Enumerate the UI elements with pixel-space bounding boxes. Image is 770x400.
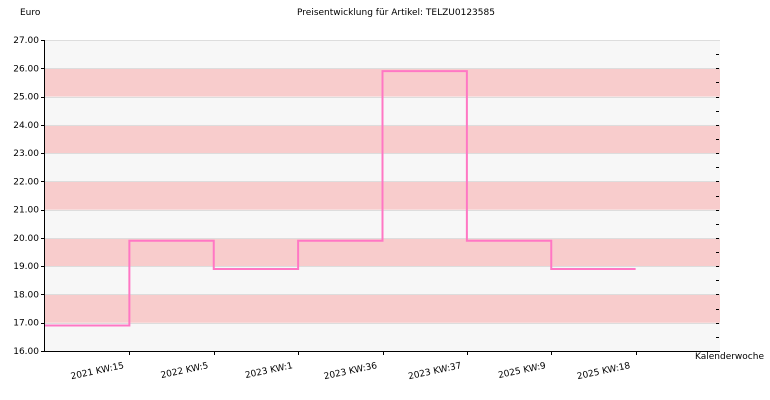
y-tick-label: 18.00 <box>13 290 39 300</box>
chart-title: Preisentwicklung für Artikel: TELZU01235… <box>297 8 495 18</box>
right-minor-ticks <box>716 54 719 338</box>
y-tick-label: 17.00 <box>13 319 39 329</box>
x-tick-labels: 2021 KW:15 2022 KW:5 2023 KW:1 2023 KW:36 20… <box>70 351 637 382</box>
x-tick-label: 2023 KW:1 <box>244 361 294 381</box>
y-tick-label: 24.00 <box>13 121 39 131</box>
y-tick-label: 21.00 <box>13 206 39 216</box>
y-tick-label: 22.00 <box>13 177 39 187</box>
y-tick-labels: 16.00 17.00 18.00 19.00 20.00 21.00 22.00 23.00… <box>13 36 45 357</box>
x-axis-label: Kalenderwoche <box>695 352 764 362</box>
x-tick-label: 2021 KW:15 <box>70 361 125 382</box>
x-tick-label: 2025 KW:18 <box>576 361 631 382</box>
y-tick-label: 16.00 <box>13 347 39 357</box>
x-tick-label: 2025 KW:9 <box>497 361 547 381</box>
band-26 <box>45 40 720 69</box>
y-tick-label: 26.00 <box>13 64 39 74</box>
price-series-line <box>45 70 636 327</box>
axes <box>44 40 720 352</box>
y-tick-label: 19.00 <box>13 262 39 272</box>
x-tick-label: 2023 KW:36 <box>323 361 378 382</box>
band-16 <box>45 322 720 351</box>
band-19 <box>45 237 720 267</box>
y-tick-label: 20.00 <box>13 234 39 244</box>
y-tick-label: 25.00 <box>13 93 39 103</box>
band-17 <box>45 294 720 323</box>
y-tick-label: 27.00 <box>13 36 39 46</box>
band-18 <box>45 266 720 295</box>
x-tick-label: 2023 KW:37 <box>407 361 462 382</box>
x-tick-label: 2022 KW:5 <box>160 361 210 381</box>
y-axis-label: Euro <box>20 8 41 18</box>
y-tick-label: 23.00 <box>13 149 39 159</box>
